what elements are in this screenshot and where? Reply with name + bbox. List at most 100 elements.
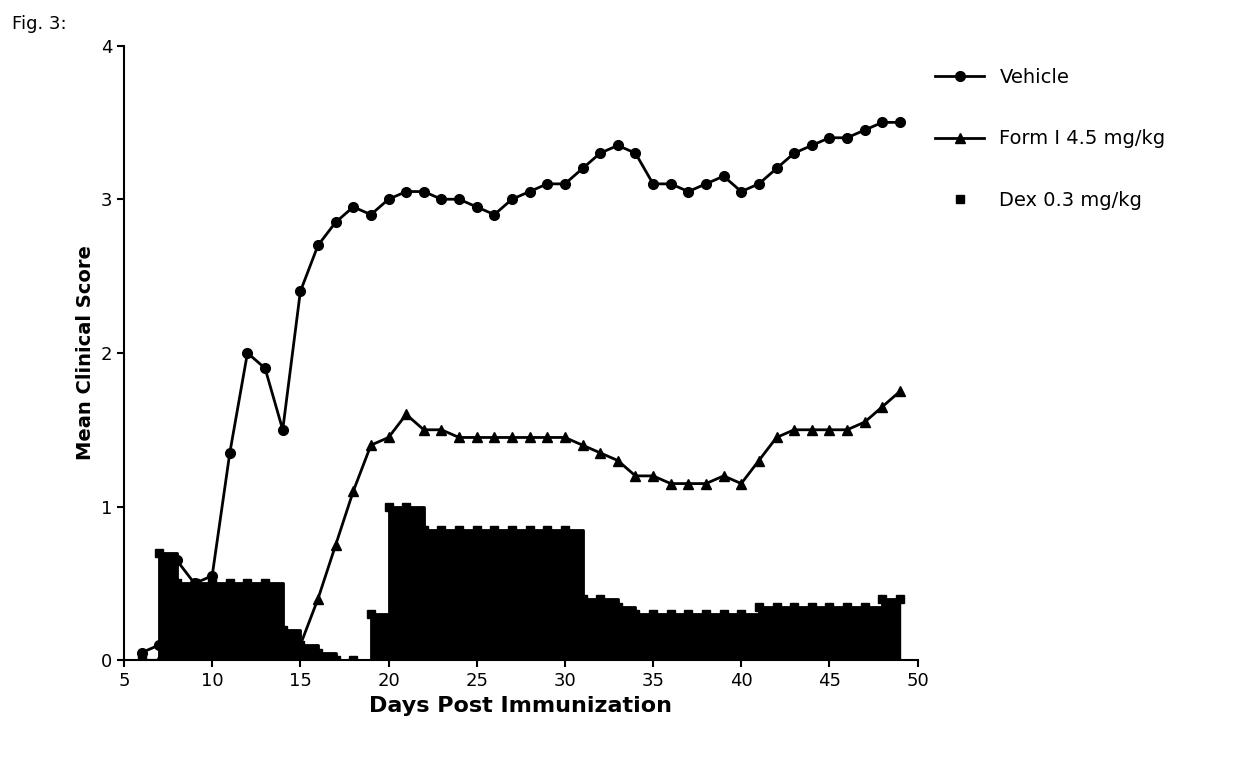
Dex 0.3 mg/kg bbox=[769, 602, 784, 611]
Vehicle bbox=[610, 141, 625, 150]
Dex 0.3 mg/kg bbox=[805, 602, 820, 611]
Dex 0.3 mg/kg bbox=[346, 656, 361, 665]
Dex 0.3 mg/kg bbox=[258, 579, 273, 588]
Dex 0.3 mg/kg bbox=[681, 609, 696, 619]
Vehicle bbox=[151, 641, 166, 650]
Form I 4.5 mg/kg bbox=[346, 487, 361, 496]
Dex 0.3 mg/kg bbox=[627, 609, 642, 619]
Vehicle bbox=[487, 210, 502, 219]
Form I 4.5 mg/kg bbox=[558, 433, 573, 442]
Vehicle bbox=[698, 179, 713, 188]
Dex 0.3 mg/kg bbox=[293, 641, 308, 650]
Form I 4.5 mg/kg bbox=[258, 656, 273, 665]
Form I 4.5 mg/kg bbox=[205, 656, 219, 665]
Dex 0.3 mg/kg bbox=[469, 525, 484, 534]
Dex 0.3 mg/kg bbox=[381, 502, 396, 512]
Legend: Vehicle, Form I 4.5 mg/kg, Dex 0.3 mg/kg: Vehicle, Form I 4.5 mg/kg, Dex 0.3 mg/kg bbox=[935, 68, 1166, 210]
Vehicle bbox=[646, 179, 661, 188]
Vehicle bbox=[663, 179, 678, 188]
Vehicle bbox=[734, 187, 749, 196]
Vehicle bbox=[275, 425, 290, 434]
Form I 4.5 mg/kg bbox=[698, 479, 713, 488]
Form I 4.5 mg/kg bbox=[575, 440, 590, 449]
Dex 0.3 mg/kg bbox=[751, 602, 766, 611]
Dex 0.3 mg/kg bbox=[151, 548, 166, 557]
Form I 4.5 mg/kg bbox=[646, 471, 661, 480]
Vehicle bbox=[363, 210, 378, 219]
Dex 0.3 mg/kg bbox=[187, 579, 202, 588]
Vehicle bbox=[170, 556, 185, 565]
Form I 4.5 mg/kg bbox=[875, 402, 890, 411]
Form I 4.5 mg/kg bbox=[539, 433, 554, 442]
Vehicle bbox=[187, 579, 202, 588]
Dex 0.3 mg/kg bbox=[451, 525, 466, 534]
Form I 4.5 mg/kg bbox=[857, 417, 872, 427]
Vehicle bbox=[205, 572, 219, 581]
Vehicle bbox=[627, 149, 642, 158]
Form I 4.5 mg/kg bbox=[751, 456, 766, 465]
Dex 0.3 mg/kg bbox=[698, 609, 713, 619]
Dex 0.3 mg/kg bbox=[329, 656, 343, 665]
Dex 0.3 mg/kg bbox=[734, 609, 749, 619]
Form I 4.5 mg/kg bbox=[505, 433, 520, 442]
Vehicle bbox=[822, 134, 837, 143]
Dex 0.3 mg/kg bbox=[857, 602, 872, 611]
Form I 4.5 mg/kg bbox=[187, 656, 202, 665]
Vehicle bbox=[329, 218, 343, 227]
Form I 4.5 mg/kg bbox=[717, 471, 732, 480]
Line: Dex 0.3 mg/kg: Dex 0.3 mg/kg bbox=[138, 502, 904, 664]
Dex 0.3 mg/kg bbox=[134, 656, 149, 665]
Dex 0.3 mg/kg bbox=[610, 602, 625, 611]
Form I 4.5 mg/kg bbox=[522, 433, 537, 442]
Vehicle bbox=[857, 125, 872, 134]
Form I 4.5 mg/kg bbox=[293, 641, 308, 650]
Vehicle bbox=[558, 179, 573, 188]
Vehicle bbox=[805, 141, 820, 150]
Vehicle bbox=[839, 134, 854, 143]
Dex 0.3 mg/kg bbox=[575, 594, 590, 603]
Y-axis label: Mean Clinical Score: Mean Clinical Score bbox=[76, 245, 95, 461]
Vehicle bbox=[751, 179, 766, 188]
Form I 4.5 mg/kg bbox=[839, 425, 854, 434]
Vehicle bbox=[893, 118, 908, 127]
Form I 4.5 mg/kg bbox=[417, 425, 432, 434]
Vehicle bbox=[575, 164, 590, 173]
Vehicle bbox=[593, 149, 608, 158]
Dex 0.3 mg/kg bbox=[786, 602, 801, 611]
Form I 4.5 mg/kg bbox=[627, 471, 642, 480]
Vehicle bbox=[346, 203, 361, 212]
Form I 4.5 mg/kg bbox=[275, 656, 290, 665]
Dex 0.3 mg/kg bbox=[505, 525, 520, 534]
Vehicle bbox=[451, 195, 466, 204]
Form I 4.5 mg/kg bbox=[434, 425, 449, 434]
Form I 4.5 mg/kg bbox=[487, 433, 502, 442]
Vehicle bbox=[522, 187, 537, 196]
Vehicle bbox=[786, 149, 801, 158]
Dex 0.3 mg/kg bbox=[893, 594, 908, 603]
Form I 4.5 mg/kg bbox=[222, 656, 237, 665]
X-axis label: Days Post Immunization: Days Post Immunization bbox=[370, 696, 672, 716]
Form I 4.5 mg/kg bbox=[399, 410, 414, 419]
Vehicle bbox=[434, 195, 449, 204]
Form I 4.5 mg/kg bbox=[451, 433, 466, 442]
Dex 0.3 mg/kg bbox=[593, 594, 608, 603]
Vehicle bbox=[717, 172, 732, 181]
Text: Fig. 3:: Fig. 3: bbox=[12, 15, 67, 33]
Form I 4.5 mg/kg bbox=[734, 479, 749, 488]
Dex 0.3 mg/kg bbox=[241, 579, 255, 588]
Form I 4.5 mg/kg bbox=[610, 456, 625, 465]
Vehicle bbox=[381, 195, 396, 204]
Vehicle bbox=[417, 187, 432, 196]
Dex 0.3 mg/kg bbox=[417, 525, 432, 534]
Dex 0.3 mg/kg bbox=[310, 648, 325, 657]
Dex 0.3 mg/kg bbox=[363, 609, 378, 619]
Dex 0.3 mg/kg bbox=[663, 609, 678, 619]
Form I 4.5 mg/kg bbox=[822, 425, 837, 434]
Form I 4.5 mg/kg bbox=[241, 656, 255, 665]
Dex 0.3 mg/kg bbox=[434, 525, 449, 534]
Dex 0.3 mg/kg bbox=[717, 609, 732, 619]
Vehicle bbox=[222, 449, 237, 458]
Form I 4.5 mg/kg bbox=[170, 656, 185, 665]
Line: Vehicle: Vehicle bbox=[136, 118, 905, 657]
Vehicle bbox=[769, 164, 784, 173]
